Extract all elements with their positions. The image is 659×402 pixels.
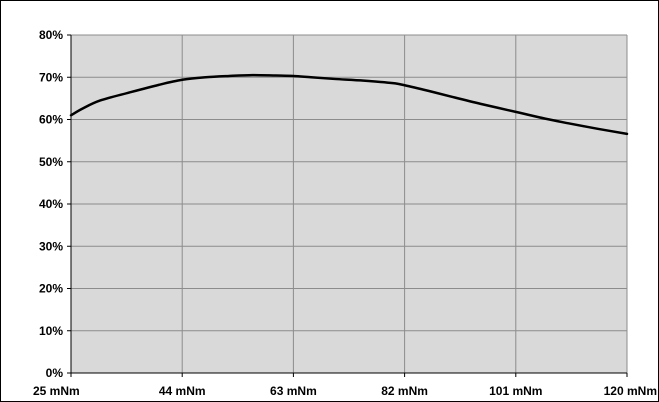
series-layer — [69, 73, 629, 136]
axes — [67, 34, 628, 377]
y-tick-labels: 0% 10% 20% 30% 40% 50% 60% 70% 80% — [39, 28, 63, 380]
y-tick-label: 70% — [39, 70, 63, 84]
y-tick-label: 20% — [39, 282, 63, 296]
y-tick-label: 80% — [39, 28, 63, 42]
horizontal-gridlines — [71, 34, 627, 332]
y-tick-label: 10% — [39, 324, 63, 338]
x-tick-label: 63 mNm — [270, 384, 317, 398]
x-tick-label: 44 mNm — [159, 384, 206, 398]
x-tick-label: 101 mNm — [489, 384, 542, 398]
y-tick-label: 60% — [39, 113, 63, 127]
series-line — [69, 73, 629, 136]
x-tick-label: 25 mNm — [33, 384, 80, 398]
x-tick-label: 82 mNm — [381, 384, 428, 398]
y-tick-label: 0% — [46, 366, 64, 380]
x-tick-label: 120 mNm — [604, 384, 657, 398]
x-tick-labels: 25 mNm 44 mNm 63 mNm 82 mNm 101 mNm 120 mNm — [33, 384, 657, 398]
y-tick-label: 40% — [39, 197, 63, 211]
y-tick-label: 50% — [39, 155, 63, 169]
y-tick-label: 30% — [39, 239, 63, 253]
